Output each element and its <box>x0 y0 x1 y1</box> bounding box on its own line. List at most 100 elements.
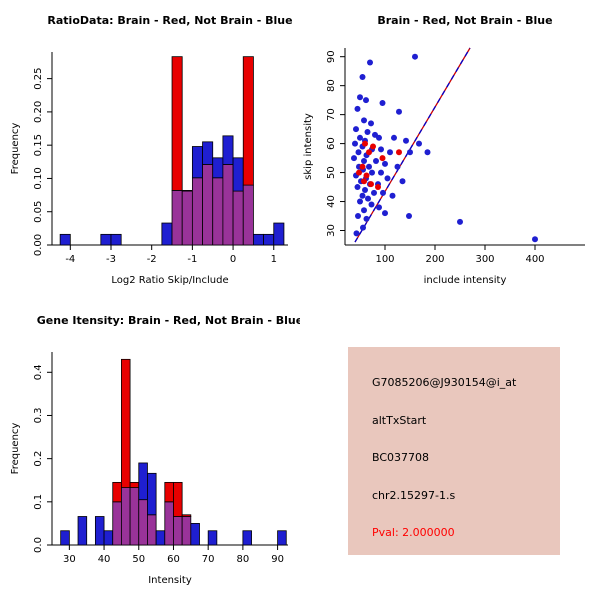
scatter-point-blue <box>369 169 375 176</box>
histogram-bar <box>173 481 183 517</box>
x-tick-label: 90 <box>271 554 284 565</box>
histogram-bar <box>277 530 287 546</box>
y-tick-label: 80 <box>326 79 337 92</box>
histogram-bar <box>164 501 174 546</box>
x-tick-label: 30 <box>63 554 76 565</box>
scatter-point-blue <box>357 94 363 101</box>
scatter-point-red <box>375 184 381 191</box>
histogram-bar <box>273 222 285 246</box>
x-tick-label: 1 <box>271 254 277 265</box>
histogram-bar <box>222 135 234 165</box>
x-axis-label: Intensity <box>148 575 192 586</box>
histogram-bar <box>202 164 214 246</box>
histogram-bar <box>222 164 234 246</box>
chart-title: Brain - Red, Not Brain - Blue <box>377 14 552 27</box>
histogram-bar <box>242 184 254 246</box>
y-axis-label: skip intensity <box>303 113 314 180</box>
histogram-bar <box>171 190 183 246</box>
scatter-point-blue <box>457 218 463 225</box>
histogram-bar <box>60 530 70 546</box>
scatter-point-red <box>370 143 376 150</box>
histogram-bar <box>112 501 122 546</box>
scatter-point-blue <box>371 189 377 196</box>
y-tick-label: 0.05 <box>33 201 44 223</box>
y-tick-label: 0.15 <box>33 134 44 156</box>
x-tick-label: -2 <box>147 254 157 265</box>
scatter-point-blue <box>363 215 370 222</box>
scatter-point-blue <box>376 134 382 141</box>
accession-text: BC037708 <box>372 451 430 464</box>
scatter-point-red <box>366 149 372 156</box>
scatter-point-blue <box>366 163 372 170</box>
scatter-point-blue <box>394 163 401 170</box>
scatter-point-blue <box>416 140 422 147</box>
histogram-bar <box>181 190 193 192</box>
y-tick-label: 0.10 <box>33 167 44 189</box>
chart-title: Gene Itensity: Brain - Red, Not Brain - … <box>37 314 300 327</box>
y-tick-label: 70 <box>326 108 337 121</box>
x-axis-label: Log2 Ratio Skip/Include <box>111 275 228 286</box>
histogram-bar <box>207 530 218 546</box>
histogram-bar <box>191 177 203 246</box>
x-tick-label: -1 <box>187 254 197 265</box>
scatter-point-blue <box>359 73 366 80</box>
scatter-point-red <box>359 163 366 170</box>
scatter-point-blue <box>384 175 391 182</box>
histogram-bar <box>129 487 140 546</box>
x-tick-label: 200 <box>425 254 444 265</box>
scatter-point-blue <box>532 236 538 243</box>
scatter-point-blue <box>403 137 409 144</box>
event-type-text: altTxStart <box>372 413 427 427</box>
scatter-point-blue <box>351 155 357 162</box>
x-tick-label: -3 <box>106 254 116 265</box>
y-tick-label: 0.3 <box>33 408 44 424</box>
gene-intensity-histogram-chart: Gene Itensity: Brain - Red, Not Brain - … <box>10 314 300 586</box>
ratio-histogram-chart: RatioData: Brain - Red, Not Brain - Blue… <box>10 14 293 286</box>
histogram-bar <box>129 481 140 488</box>
scatter-point-blue <box>368 201 375 208</box>
scatter-point-blue <box>379 100 386 107</box>
scatter-point-blue <box>376 204 382 211</box>
scatter-point-blue <box>362 186 368 193</box>
x-tick-label: 70 <box>202 554 215 565</box>
fit-line <box>354 47 471 243</box>
histogram-bar <box>190 523 200 546</box>
scatter-point-red <box>379 155 386 162</box>
scatter-point-blue <box>367 59 373 66</box>
scatter-point-blue <box>353 230 360 237</box>
scatter-point-blue <box>391 134 397 141</box>
scatter-point-blue <box>399 178 406 185</box>
histogram-bar <box>147 514 157 546</box>
histogram-bar <box>103 530 114 546</box>
y-tick-label: 0.1 <box>33 494 44 510</box>
scatter-point-blue <box>424 149 431 156</box>
y-tick-label: 40 <box>326 195 337 208</box>
probe-id-text: G7085206@J930154@i_at <box>372 376 517 389</box>
scatter-point-blue <box>360 224 366 231</box>
x-tick-label: 400 <box>525 254 544 265</box>
histogram-bar <box>212 177 224 246</box>
y-tick-label: 0.0 <box>33 537 44 553</box>
scatter-point-red <box>362 140 368 147</box>
y-tick-label: 0.4 <box>33 364 44 380</box>
histogram-bar <box>242 56 254 186</box>
histogram-bar <box>253 233 264 246</box>
x-tick-label: 40 <box>98 554 111 565</box>
scatter-point-blue <box>373 157 379 164</box>
x-tick-label: 50 <box>132 554 145 565</box>
y-tick-label: 90 <box>326 50 337 63</box>
histogram-bar <box>121 358 131 488</box>
chart-title: RatioData: Brain - Red, Not Brain - Blue <box>47 14 292 27</box>
histogram-bar <box>155 530 166 546</box>
histogram-bar <box>164 481 174 503</box>
histogram-bar <box>138 462 148 501</box>
histogram-bar <box>263 233 275 246</box>
scatter-point-blue <box>357 198 363 205</box>
histogram-bar <box>181 190 193 246</box>
histogram-bar <box>138 499 148 546</box>
histogram-bar <box>232 190 244 246</box>
histogram-bar <box>202 141 214 165</box>
scatter-point-red <box>363 172 370 179</box>
scatter-point-blue <box>406 213 412 220</box>
scatter-point-blue <box>355 149 362 156</box>
